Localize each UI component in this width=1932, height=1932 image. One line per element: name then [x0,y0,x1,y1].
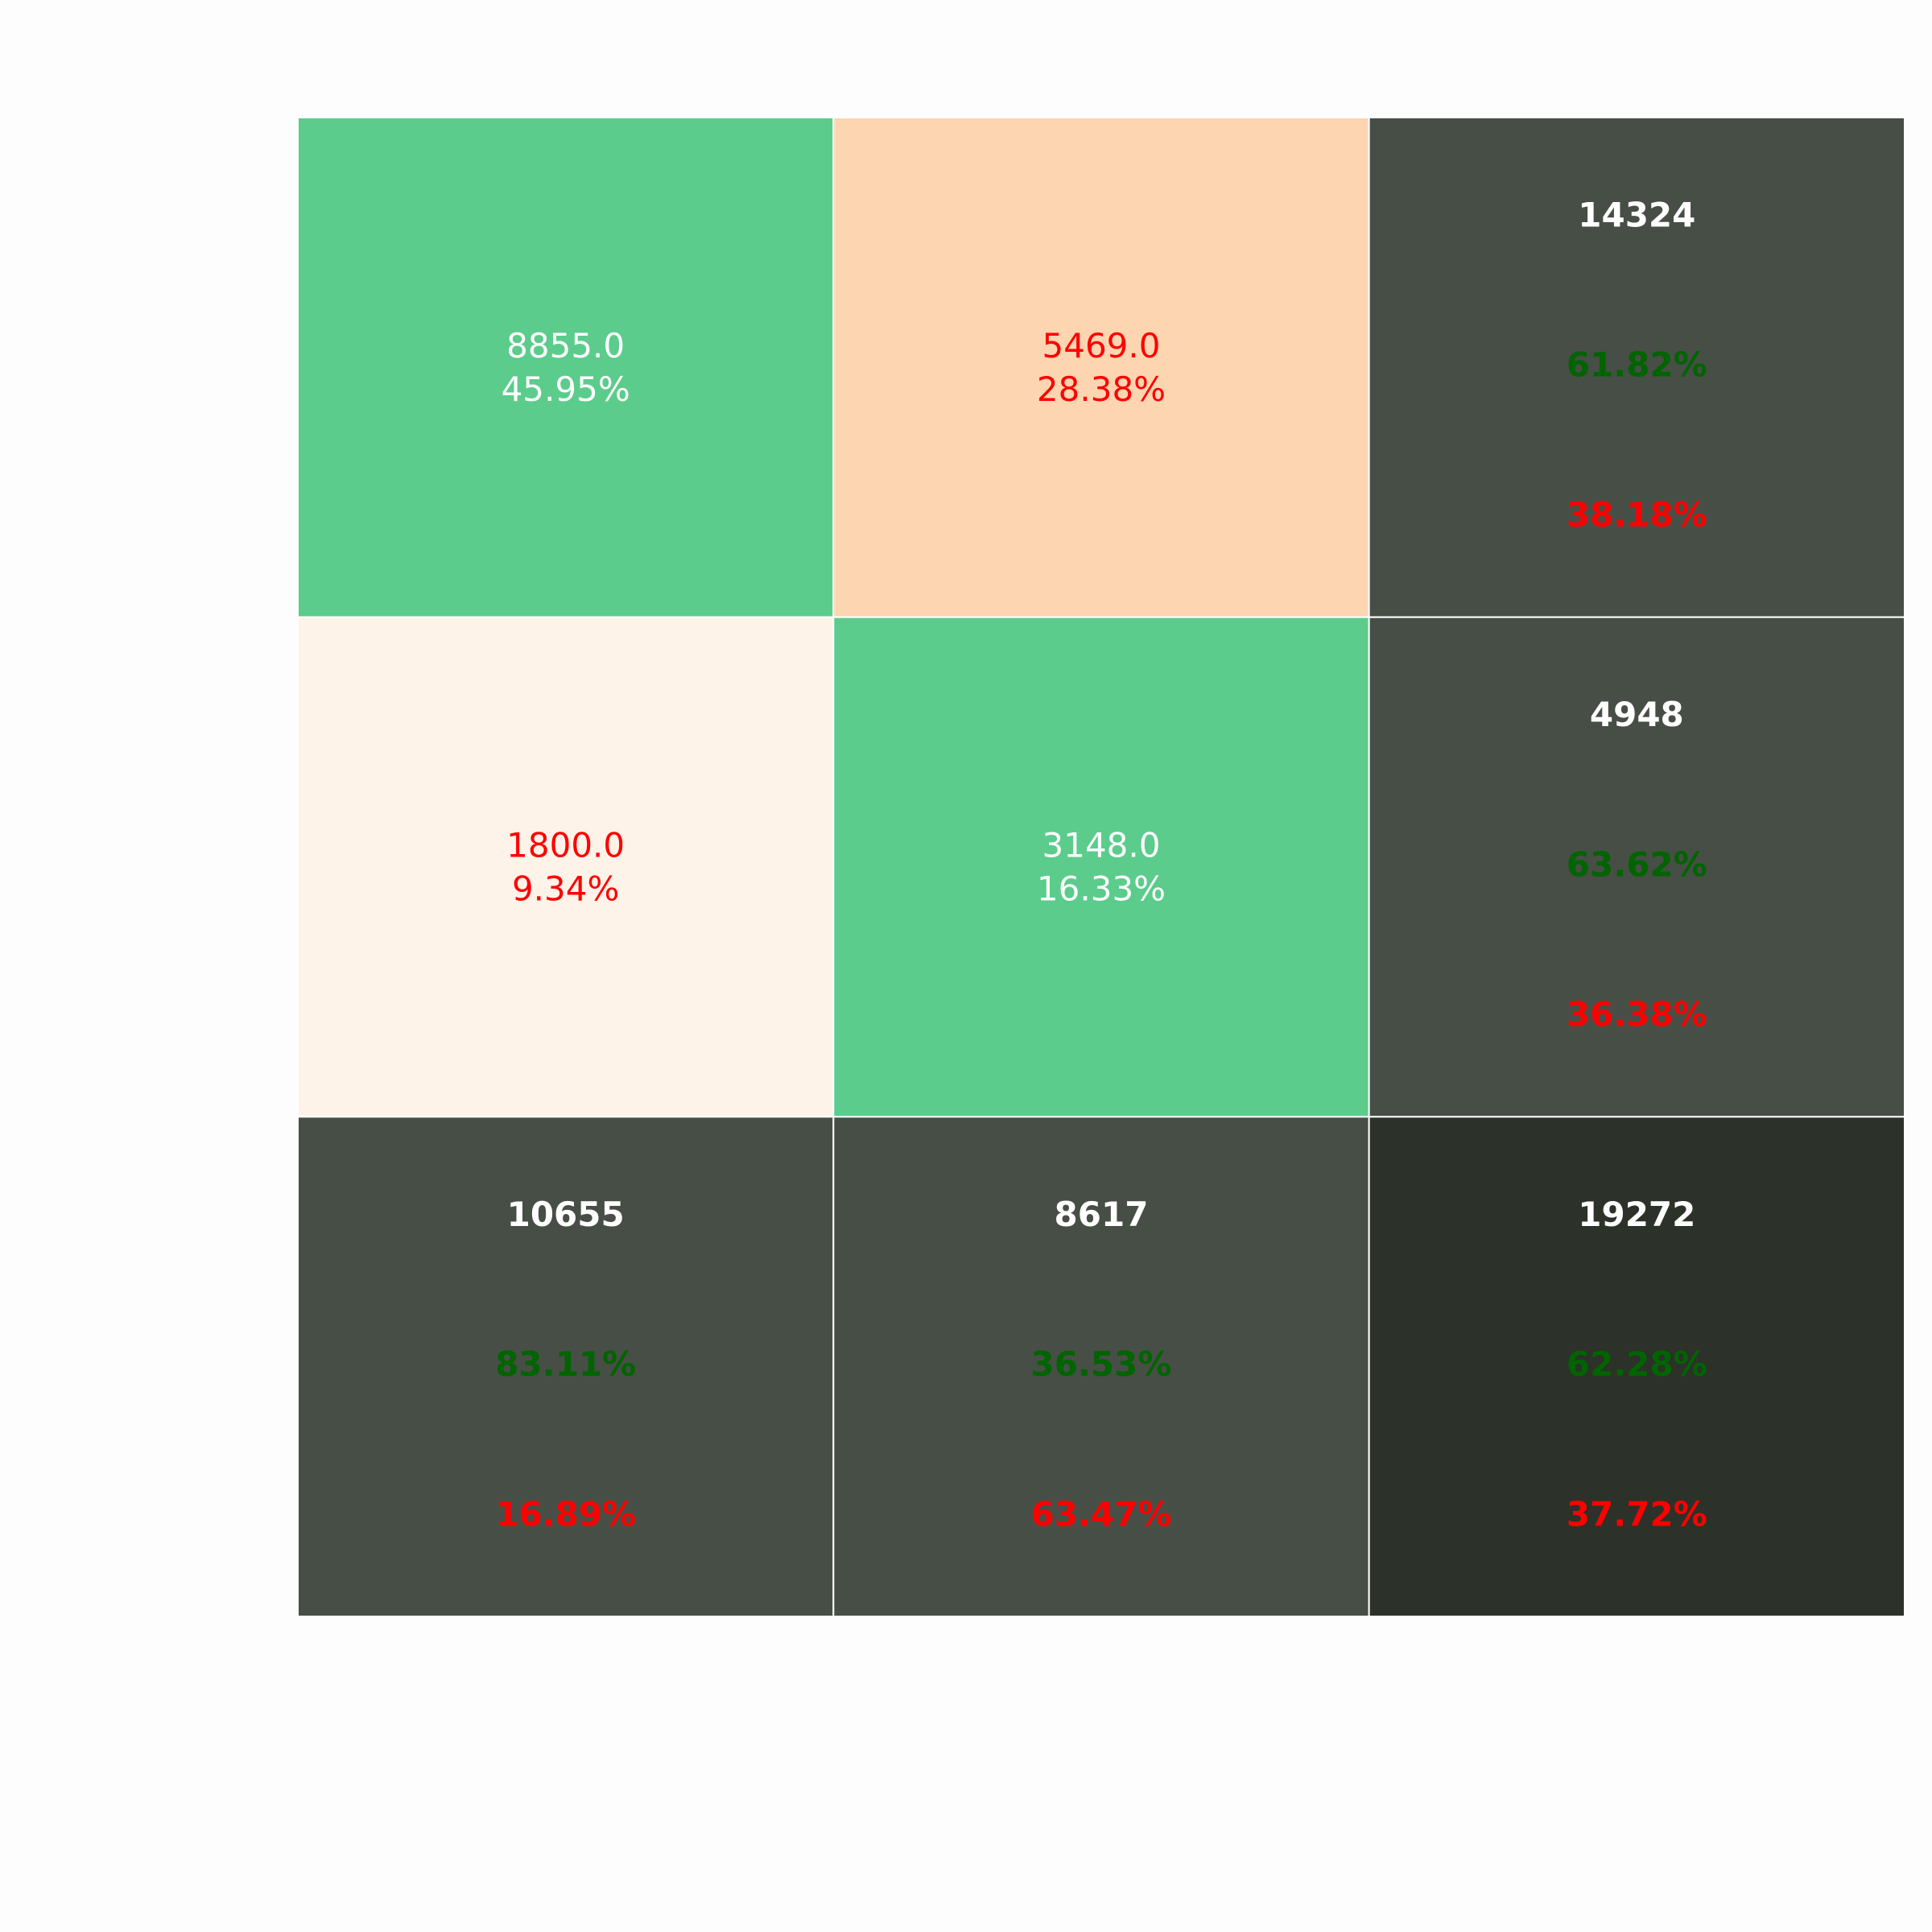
matrix-cell-r0-c0: 8855.0 45.95% [297,117,835,618]
cell-percent-label: 45.95% [502,369,630,409]
cell-background [1368,1116,1905,1618]
summary-correct-percent-label: 63.62% [1567,844,1707,884]
summary-incorrect-percent-label: 63.47% [1031,1494,1172,1534]
summary-total-label: 19272 [1578,1195,1695,1234]
matrix-cell-r2-c0: 10655 83.11% 16.89% [297,1116,835,1618]
cell-background [1368,616,1905,1118]
cell-background [297,616,835,1118]
cell-percent-label: 28.38% [1037,369,1166,409]
matrix-cell-r1-c1: 3148.0 16.33% [832,616,1370,1118]
summary-correct-percent-label: 36.53% [1031,1344,1172,1384]
summary-incorrect-percent-label: 16.89% [495,1494,636,1534]
matrix-cells: 8855.0 45.95% 5469.0 28.38% 14324 61.82% 38.18… [297,117,1905,1618]
summary-correct-percent-label: 83.11% [495,1344,636,1384]
matrix-cell-r2-c2: 19272 62.28% 37.72% [1368,1116,1905,1618]
summary-incorrect-percent-label: 37.72% [1567,1494,1707,1534]
cell-percent-label: 16.33% [1037,869,1166,909]
summary-total-label: 4948 [1590,695,1684,734]
summary-incorrect-percent-label: 36.38% [1567,995,1707,1034]
summary-incorrect-percent-label: 38.18% [1567,495,1707,535]
matrix-cell-r0-c1: 5469.0 28.38% [832,117,1370,618]
summary-total-label: 8617 [1055,1195,1149,1234]
cell-background [297,117,835,618]
cell-background [832,616,1370,1118]
summary-total-label: 14324 [1578,196,1695,235]
matrix-cell-r1-c0: 1800.0 9.34% [297,616,835,1118]
cell-count-label: 3148.0 [1042,826,1161,865]
matrix-cell-r1-c2: 4948 63.62% 36.38% [1368,616,1905,1118]
matrix-cell-r0-c2: 14324 61.82% 38.18% [1368,117,1905,618]
cell-background [832,1116,1370,1618]
cell-background [297,1116,835,1618]
summary-correct-percent-label: 61.82% [1567,345,1707,385]
cell-count-label: 1800.0 [506,826,625,865]
cell-percent-label: 9.34% [512,869,619,909]
cell-background [1368,117,1905,618]
summary-correct-percent-label: 62.28% [1567,1344,1707,1384]
cell-count-label: 8855.0 [506,326,625,365]
cell-count-label: 5469.0 [1042,326,1161,365]
matrix-cell-r2-c1: 8617 36.53% 63.47% [832,1116,1370,1618]
cell-background [832,117,1370,618]
summary-total-label: 10655 [507,1195,625,1234]
